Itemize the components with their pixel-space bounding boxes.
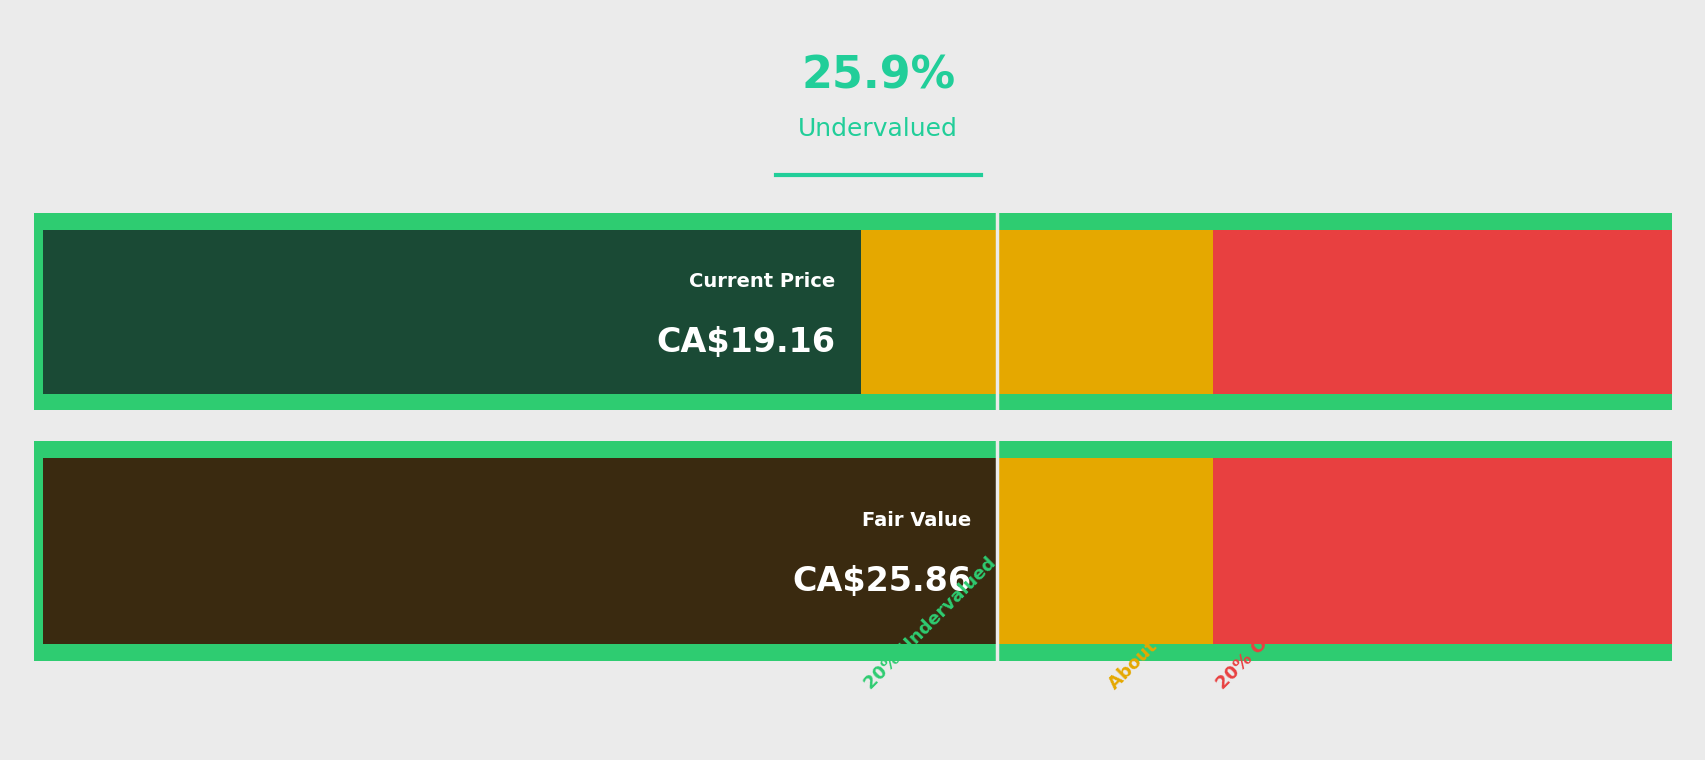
Bar — [34, 644, 1671, 661]
Text: About Right: About Right — [1105, 595, 1202, 693]
Bar — [1212, 213, 1671, 410]
Text: CA$25.86: CA$25.86 — [791, 565, 970, 598]
Bar — [996, 441, 1212, 661]
Bar — [34, 394, 1671, 410]
Bar — [861, 441, 996, 661]
Bar — [34, 213, 861, 410]
Bar — [861, 213, 996, 410]
Bar — [43, 458, 996, 644]
Text: 20% Overvalued: 20% Overvalued — [1212, 563, 1342, 693]
Bar — [996, 213, 1212, 410]
Bar — [34, 441, 1671, 458]
Bar — [43, 230, 861, 394]
Text: 20% Undervalued: 20% Undervalued — [861, 554, 999, 693]
Text: Current Price: Current Price — [689, 272, 835, 290]
Bar — [34, 213, 1671, 230]
Text: 25.9%: 25.9% — [801, 55, 955, 97]
Bar — [34, 441, 861, 661]
Text: CA$19.16: CA$19.16 — [656, 325, 835, 359]
Text: Fair Value: Fair Value — [861, 511, 970, 530]
Bar — [1212, 441, 1671, 661]
Text: Undervalued: Undervalued — [798, 117, 958, 141]
